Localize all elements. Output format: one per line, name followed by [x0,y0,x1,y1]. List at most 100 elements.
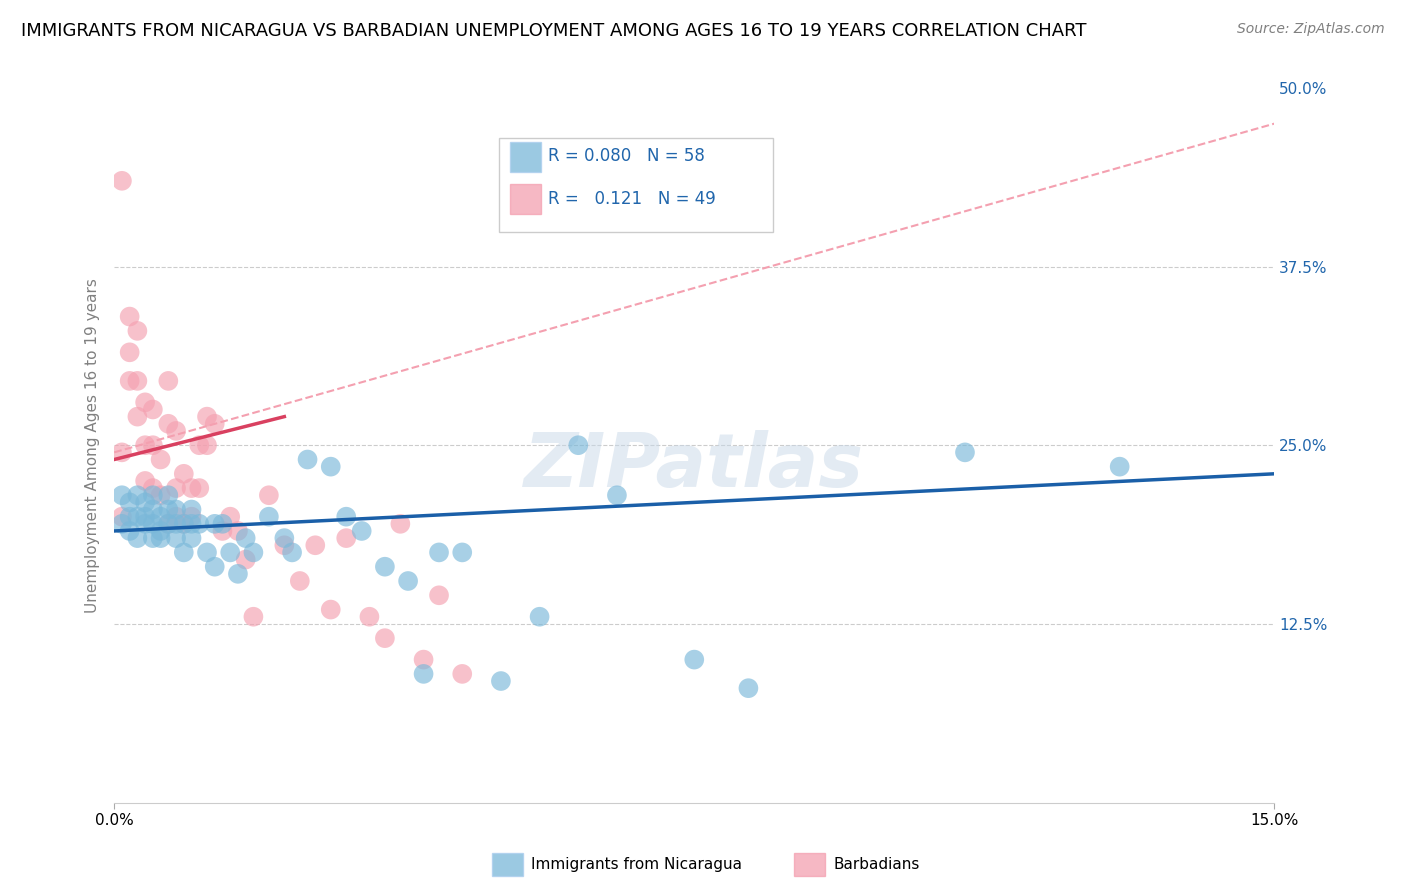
Point [180,509,202,524]
Text: IMMIGRANTS FROM NICARAGUA VS BARBADIAN UNEMPLOYMENT AMONG AGES 16 TO 19 YEARS CO: IMMIGRANTS FROM NICARAGUA VS BARBADIAN U… [21,22,1087,40]
Point [412,666,434,681]
Point [127,531,149,545]
Point [242,609,264,624]
Point [118,374,141,388]
Point [1108,459,1130,474]
Point [157,516,180,531]
Point [142,481,165,495]
Point [235,552,257,566]
Point [142,516,165,531]
Point [157,417,180,431]
Text: R = 0.080   N = 58: R = 0.080 N = 58 [548,147,706,165]
Point [142,402,165,417]
Point [149,488,172,502]
Point [157,502,180,516]
Point [273,538,295,552]
Point [157,516,180,531]
Point [149,509,172,524]
Point [204,417,226,431]
Point [489,673,512,688]
Point [149,524,172,538]
Point [281,545,304,559]
Point [195,545,218,559]
Point [173,467,195,481]
Point [257,488,280,502]
Point [180,531,202,545]
Point [606,488,628,502]
Point [157,374,180,388]
Point [149,531,172,545]
Point [165,531,187,545]
Point [111,509,134,524]
Point [273,531,295,545]
Point [195,409,218,424]
Point [118,509,141,524]
Point [219,509,242,524]
Point [188,516,211,531]
Text: Barbadians: Barbadians [834,857,920,871]
Point [737,681,759,696]
Point [134,516,156,531]
Point [142,438,165,452]
Point [195,438,218,452]
Point [165,424,187,438]
Text: Immigrants from Nicaragua: Immigrants from Nicaragua [531,857,742,871]
Point [374,559,396,574]
Point [134,495,156,509]
Point [127,324,149,338]
Text: ZIPatlas: ZIPatlas [524,430,865,503]
Point [142,502,165,516]
Point [134,509,156,524]
Point [529,609,551,624]
Point [118,310,141,324]
Point [165,502,187,516]
Point [567,438,589,452]
Point [412,652,434,666]
Point [242,545,264,559]
Point [211,524,233,538]
Point [142,488,165,502]
Text: Source: ZipAtlas.com: Source: ZipAtlas.com [1237,22,1385,37]
Point [211,516,233,531]
Point [173,516,195,531]
Point [335,531,357,545]
Point [134,438,156,452]
Point [188,438,211,452]
Point [374,631,396,645]
Point [127,374,149,388]
Point [149,452,172,467]
Point [226,524,249,538]
Point [288,574,311,588]
Point [235,531,257,545]
Y-axis label: Unemployment Among Ages 16 to 19 years: Unemployment Among Ages 16 to 19 years [86,277,100,613]
Point [319,459,342,474]
Point [180,516,202,531]
Point [111,488,134,502]
Point [389,516,412,531]
Point [173,516,195,531]
Point [118,495,141,509]
Point [427,545,450,559]
Point [157,488,180,502]
Point [396,574,419,588]
Point [127,409,149,424]
Point [350,524,373,538]
Point [204,559,226,574]
Point [111,516,134,531]
Text: R =   0.121   N = 49: R = 0.121 N = 49 [548,190,716,208]
Point [304,538,326,552]
Point [359,609,381,624]
Point [335,509,357,524]
Point [257,509,280,524]
Point [427,588,450,602]
Point [118,524,141,538]
Point [204,516,226,531]
Point [180,502,202,516]
Point [134,474,156,488]
Point [226,566,249,581]
Point [297,452,319,467]
Point [118,345,141,359]
Point [111,174,134,188]
Point [111,445,134,459]
Point [127,488,149,502]
